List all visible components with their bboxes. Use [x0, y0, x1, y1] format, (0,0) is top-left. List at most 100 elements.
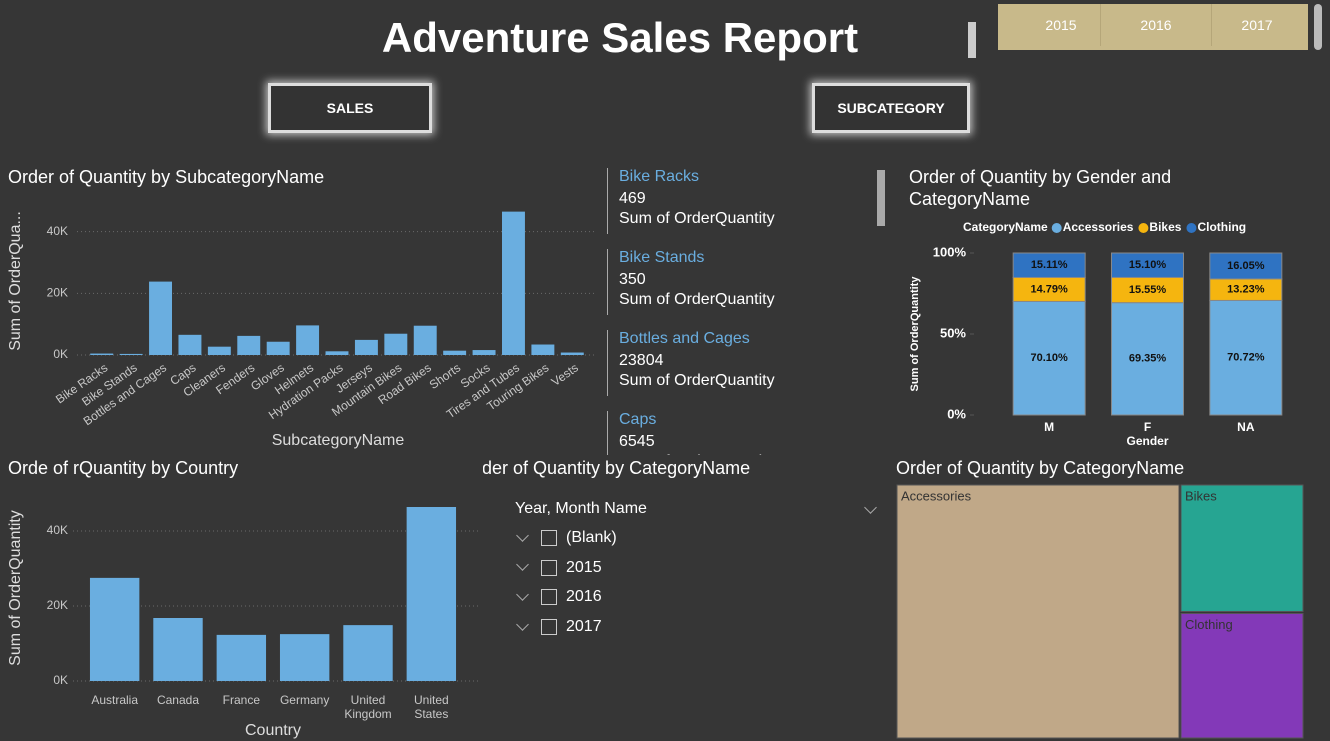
data-label: 15.11% [1031, 259, 1068, 271]
legend-label: Clothing [1197, 220, 1246, 234]
bar [89, 577, 140, 681]
treemap-tile [1180, 484, 1304, 612]
x-tick-label: Shorts [427, 361, 463, 392]
x-tick-label: Germany [279, 693, 330, 707]
x-tick-label: France [222, 693, 260, 707]
bar [207, 346, 231, 355]
card-value: 6545 [619, 433, 655, 450]
y-axis-label: Sum of OrderQuantity [909, 276, 921, 392]
x-axis-label: SubcategoryName [272, 432, 405, 449]
bar-segment [1111, 252, 1184, 278]
data-label: 69.35% [1129, 353, 1167, 365]
expand-icon [516, 528, 529, 542]
data-label: 13.23% [1227, 284, 1265, 296]
card-name: Bottles and Cages [619, 330, 750, 347]
bar [502, 211, 525, 355]
year-button[interactable]: 2017 [1241, 17, 1273, 33]
slicer-title: Order of Quantity by CategoryName [483, 458, 751, 478]
bar [413, 325, 437, 355]
card-measure: Sum of OrderQuantity [619, 453, 869, 455]
tile-label: Accessories [901, 488, 972, 503]
data-label: 14.79% [1031, 283, 1069, 295]
slicer-item[interactable]: 2017 [515, 617, 602, 637]
bar [325, 351, 349, 355]
card-name: Caps [619, 411, 657, 428]
card: Bottles and Cages 23804 Sum of OrderQuanti… [607, 330, 869, 396]
checkbox [541, 559, 557, 576]
year-button[interactable]: 2015 [1045, 17, 1077, 33]
slicer-item[interactable]: (Blank) [515, 528, 617, 548]
x-tick-label: F [1144, 420, 1151, 434]
year-button[interactable]: 2016 [1100, 4, 1212, 46]
bar-segment [1111, 302, 1184, 416]
legend-swatch [1051, 223, 1062, 233]
card-measure: Sum of OrderQuantity [619, 291, 775, 308]
card: Bike Racks 469 Sum of OrderQuantity [607, 168, 869, 234]
tile-label: Bikes [1185, 488, 1217, 503]
data-label: 15.10% [1129, 259, 1167, 271]
x-tick-label: NA [1237, 420, 1255, 434]
year-slicer [998, 4, 1308, 50]
slicer-item[interactable]: 2015 [515, 558, 602, 578]
bar [296, 325, 320, 355]
bar [406, 507, 457, 681]
x-tick-label: United Kingdom [344, 693, 392, 721]
bar [560, 352, 584, 355]
y-tick-label: 0% [947, 406, 966, 421]
legend-title: CategoryName [963, 220, 1048, 234]
y-axis-label: Sum of OrderQua... [7, 211, 24, 351]
report-title: Adventure Sales Report [381, 14, 859, 61]
bar [216, 634, 267, 681]
treemap-tile [896, 484, 1180, 739]
y-tick-label: 100% [933, 244, 967, 259]
expand-icon [516, 617, 529, 631]
scrollbar [877, 170, 885, 226]
bar [354, 339, 378, 355]
card: Bike Stands 350 Sum of OrderQuantity [607, 249, 869, 315]
y-tick-label: 40K [47, 224, 68, 238]
legend-swatch [1138, 223, 1149, 233]
chart-title: Order of Quantity by Gender and Category… [909, 167, 1172, 209]
bar-segment [1209, 299, 1283, 416]
data-label: 16.05% [1227, 260, 1265, 272]
x-tick-label: M [1044, 420, 1054, 434]
legend-swatch [1186, 223, 1197, 233]
x-tick-label: United States [413, 693, 449, 721]
card-value: 23804 [619, 352, 664, 369]
legend-label: Accessories [1063, 220, 1134, 234]
chart-title: Order of Quantity by CategoryName [896, 458, 1185, 478]
y-tick-label: 0K [53, 673, 68, 687]
tile-label: Clothing [1185, 617, 1233, 632]
treemap-tile [1180, 612, 1304, 739]
chart-title: Orde of rQuantity by Country [8, 458, 239, 478]
divider [968, 22, 976, 58]
y-tick-label: 0K [53, 347, 68, 361]
slicer-item-label: (Blank) [566, 529, 617, 546]
nav-button[interactable]: SUBCATEGORY [812, 83, 970, 133]
legend-label: Bikes [1149, 220, 1181, 234]
card-measure: Sum of OrderQuantity [619, 210, 775, 227]
bar [90, 353, 114, 355]
slicer-field: Year, Month Name [515, 500, 647, 517]
card-name: Bike Stands [619, 249, 705, 266]
data-label: 70.72% [1227, 352, 1265, 364]
bar [266, 341, 290, 355]
nav-button[interactable]: SALES [268, 83, 432, 133]
slicer-item[interactable]: 2016 [515, 587, 602, 607]
chart-title: Order of Quantity by SubcategoryName [8, 167, 325, 187]
bar [472, 350, 496, 355]
bar [149, 281, 172, 355]
y-tick-label: 40K [47, 523, 68, 537]
card-list: Bike Racks 469 Sum of OrderQuantity Bike St… [607, 168, 877, 455]
card-value: 350 [619, 271, 646, 288]
x-tick-label: Vests [549, 361, 581, 389]
data-label: 15.55% [1129, 284, 1167, 296]
bar [237, 335, 261, 355]
bar [279, 634, 330, 681]
bar [178, 334, 202, 355]
expand-icon [516, 588, 529, 601]
bar [343, 625, 393, 681]
bar [531, 344, 555, 355]
x-tick-label: Australia [91, 693, 138, 707]
